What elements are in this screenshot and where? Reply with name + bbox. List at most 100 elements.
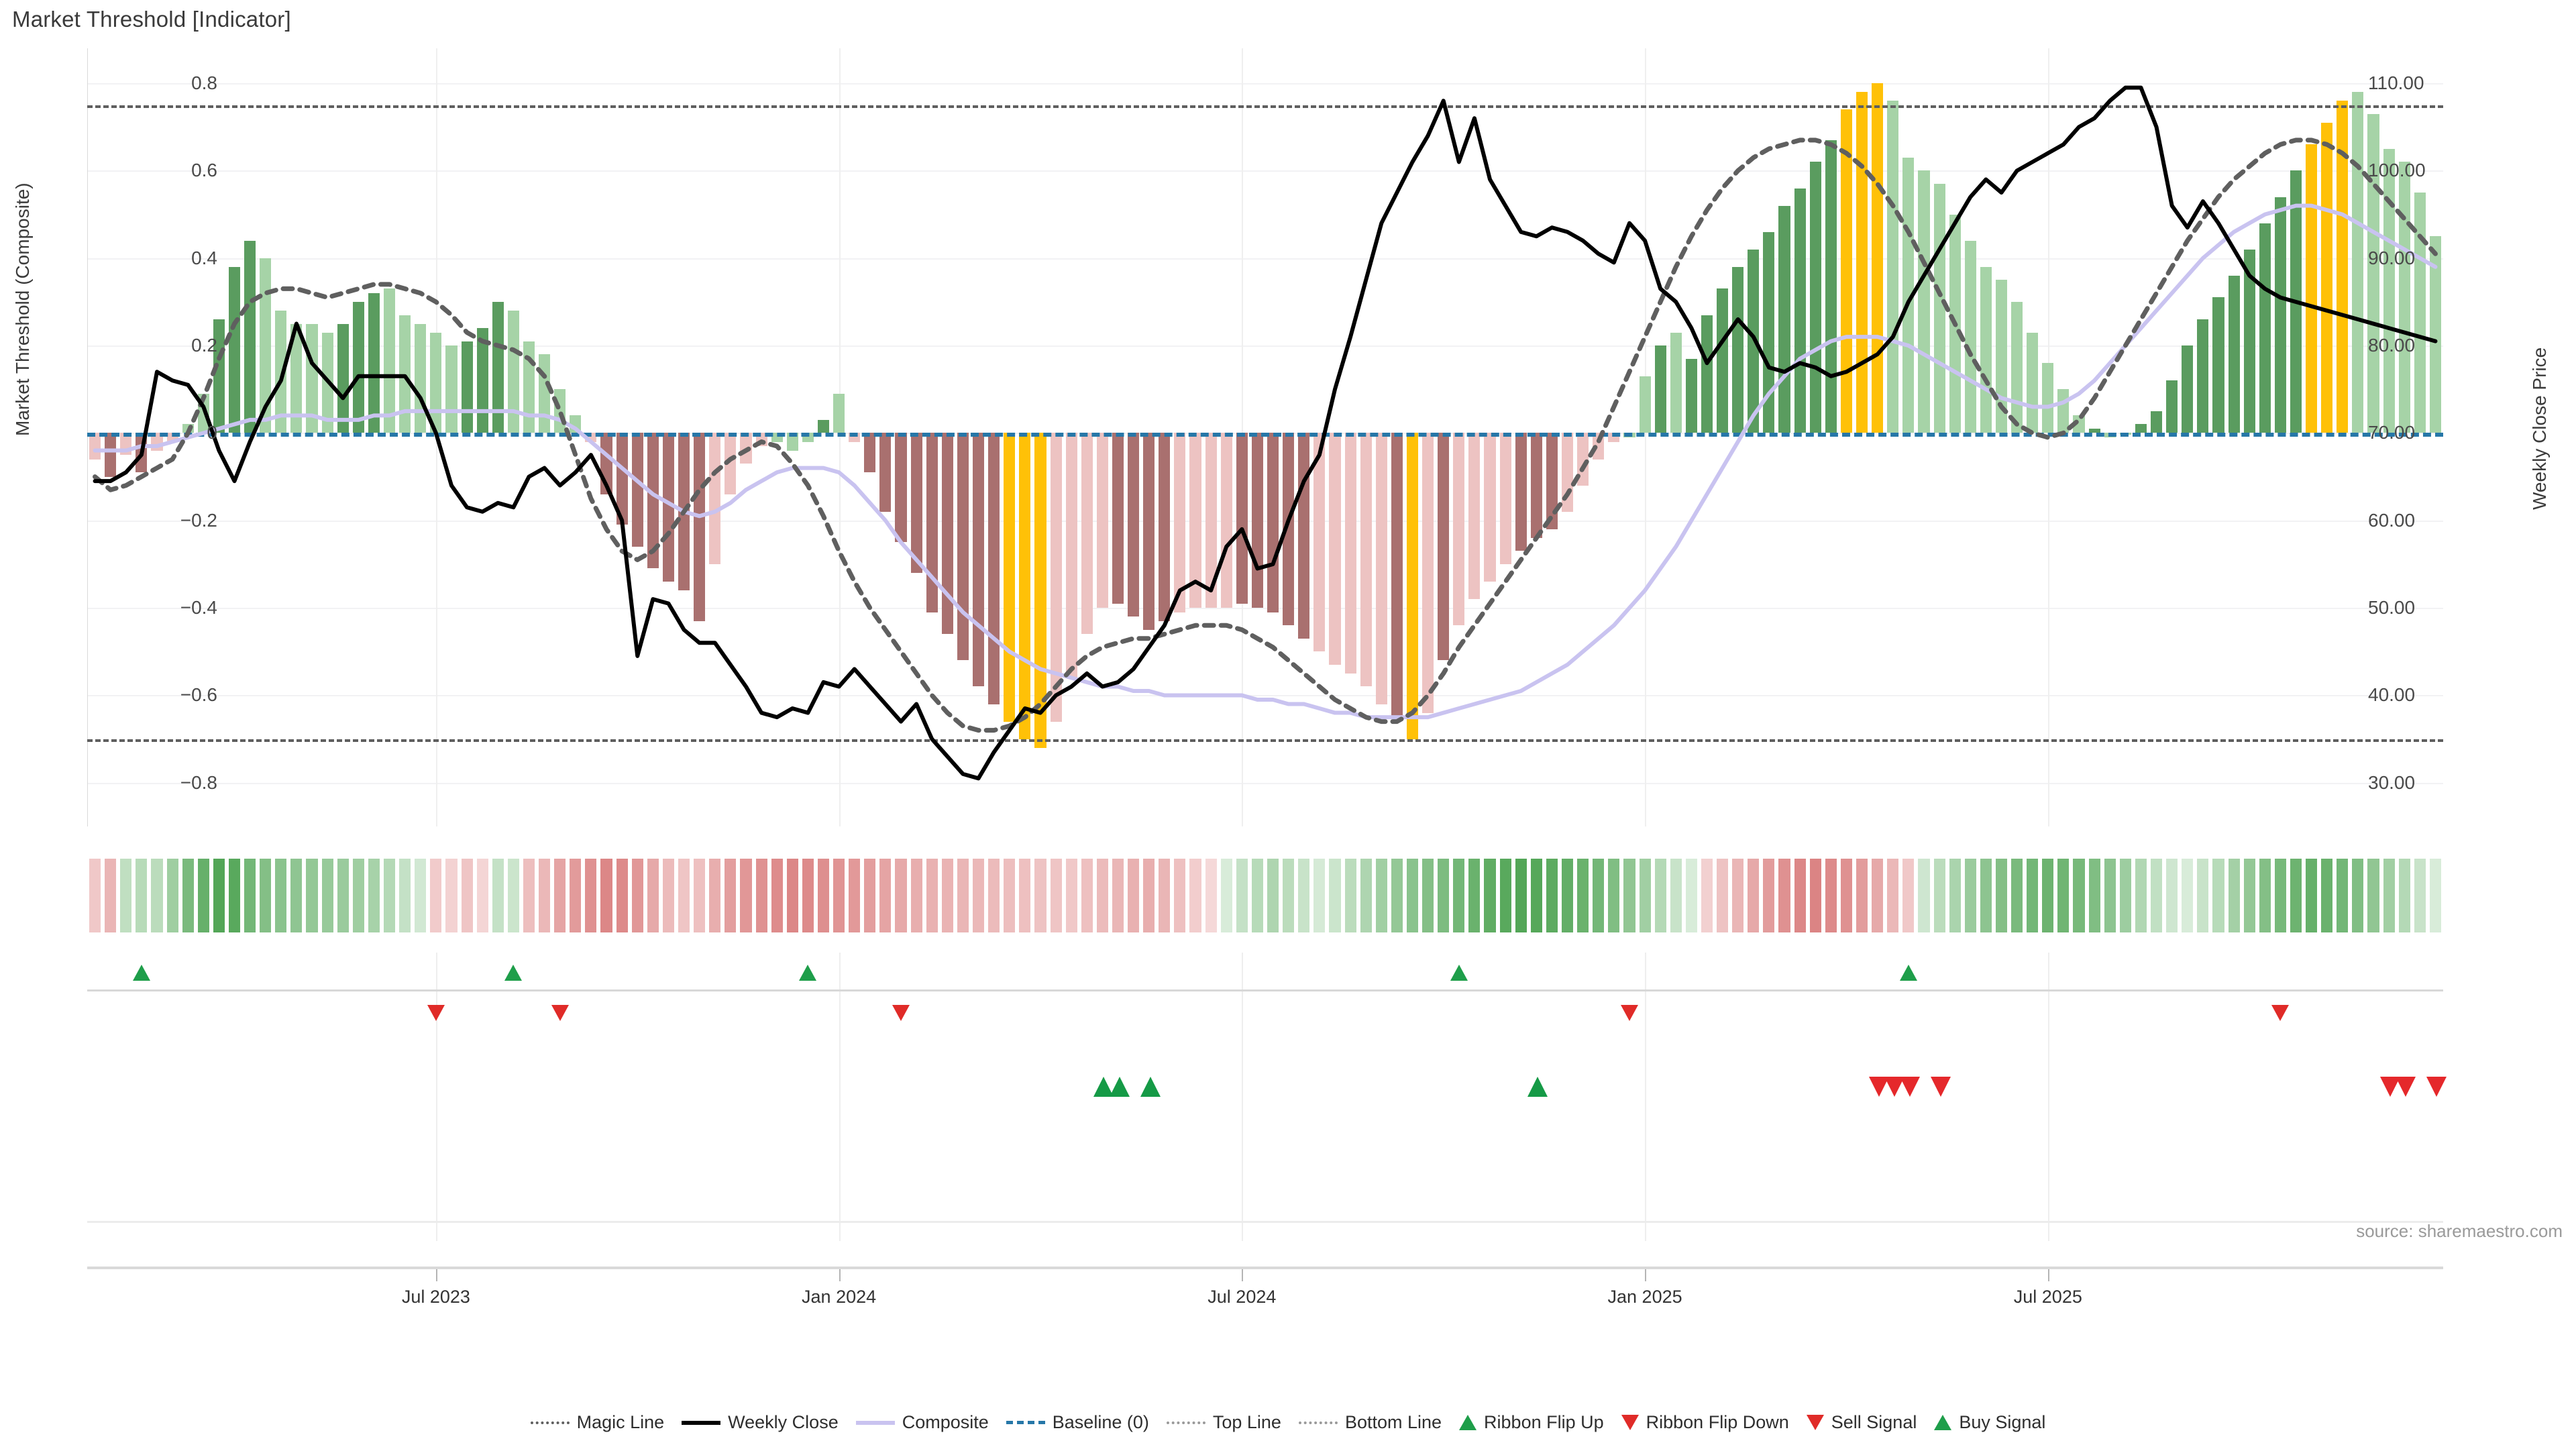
baseline-zero [87,433,2443,437]
ribbon-flip-up-marker [132,965,150,981]
legend-swatch-icon [1934,1415,1952,1430]
ribbon-cell [1112,859,1124,932]
ribbon-cell [321,859,333,932]
composite-bar [1964,240,1976,433]
composite-bar [910,433,922,573]
ribbon-cell [1438,859,1450,932]
legend-swatch-icon [530,1421,570,1424]
composite-bar [430,332,442,433]
ribbon-cell [1484,859,1496,932]
ribbon-cell [1593,859,1605,932]
composite-bar [105,433,117,477]
x-axis-tick-label: Jul 2023 [401,1287,470,1307]
ribbon-cell [647,859,659,932]
ribbon-cell [2429,859,2441,932]
vertical-gridline [2047,953,2049,1241]
vertical-gridline [1645,953,1647,1241]
legend-swatch-icon [1621,1415,1639,1430]
ribbon-cell [2259,859,2271,932]
legend-swatch-icon [1298,1421,1338,1424]
ribbon-cell [1283,859,1295,932]
legend-item[interactable]: Baseline (0) [1006,1412,1149,1433]
legend-item[interactable]: Composite [855,1412,989,1433]
gridline [87,782,2443,784]
ribbon-cell [2306,859,2318,932]
legend-item[interactable]: Sell Signal [1806,1412,1917,1433]
legend-item[interactable]: Bottom Line [1298,1412,1442,1433]
composite-bar [1065,433,1077,678]
ribbon-cell [786,859,798,932]
composite-bar [2151,411,2163,433]
ribbon-cell [2367,859,2379,932]
ribbon-cell [2057,859,2070,932]
composite-bar [1701,315,1713,433]
composite-bar [2398,162,2410,433]
ribbon-cell [2166,859,2178,932]
buy-signal-marker [1140,1077,1161,1097]
ribbon-cell [1809,859,1821,932]
ribbon-cell [105,859,117,932]
composite-bar [1050,433,1062,722]
composite-bar [1887,101,1899,433]
ribbon-cell [1205,859,1217,932]
ribbon-cell [1856,859,1868,932]
composite-bar [384,288,396,433]
ribbon-cell [1639,859,1651,932]
x-tick-mark [1645,1269,1647,1281]
ribbon-cell [260,859,272,932]
composite-bar [1468,433,1481,600]
x-axis-tick-label: Jan 2024 [802,1287,877,1307]
composite-bar [2135,424,2147,433]
ribbon-cell [368,859,380,932]
ribbon-cell [1763,859,1775,932]
ribbon-cell [2398,859,2410,932]
composite-bar [1918,170,1930,433]
left-axis-label: Market Threshold (Composite) [12,182,33,436]
x-tick-mark [839,1269,841,1281]
ribbon-cell [616,859,628,932]
ribbon-cell [833,859,845,932]
composite-bar [1344,433,1356,674]
legend-item[interactable]: Buy Signal [1934,1412,2045,1433]
composite-bar [2259,223,2271,433]
ribbon-cell [740,859,752,932]
ribbon-cell [926,859,938,932]
ribbon-cell [895,859,907,932]
ribbon-cell [817,859,830,932]
main-chart-panel [87,48,2443,826]
signal-divider [87,989,2443,991]
ribbon-cell [570,859,582,932]
ribbon-cell [120,859,132,932]
ribbon-cell [1391,859,1403,932]
legend-item[interactable]: Top Line [1166,1412,1281,1433]
composite-bar [1717,288,1729,433]
ribbon-flip-down-marker [892,1005,910,1021]
legend-item[interactable]: Magic Line [530,1412,664,1433]
legend-item[interactable]: Ribbon Flip Down [1621,1412,1789,1433]
y-axis-tick-left: −0.4 [180,597,217,619]
composite-bar [290,323,303,433]
composite-bar [1453,433,1465,626]
ribbon-flip-up-marker [799,965,817,981]
y-axis-tick-left: 0.6 [191,160,217,181]
composite-bar [1577,433,1589,486]
ribbon-cell [1329,859,1341,932]
legend-item[interactable]: Ribbon Flip Up [1459,1412,1604,1433]
legend-label: Bottom Line [1344,1412,1442,1432]
ribbon-cell [2290,859,2302,932]
composite-bar [1159,433,1171,621]
legend-item[interactable]: Weekly Close [682,1412,839,1433]
ribbon-cell [2088,859,2100,932]
trend-ribbon-strip [87,859,2443,932]
ribbon-cell [1918,859,1930,932]
ribbon-cell [1468,859,1481,932]
ribbon-cell [1902,859,1915,932]
legend-swatch-icon [855,1420,895,1425]
composite-bar [337,323,349,433]
ribbon-cell [1933,859,1945,932]
x-axis-tick-label: Jul 2024 [1208,1287,1277,1307]
composite-bar [1174,433,1186,612]
ribbon-cell [1995,859,2008,932]
ribbon-cell [2073,859,2085,932]
composite-bar [1329,433,1341,665]
